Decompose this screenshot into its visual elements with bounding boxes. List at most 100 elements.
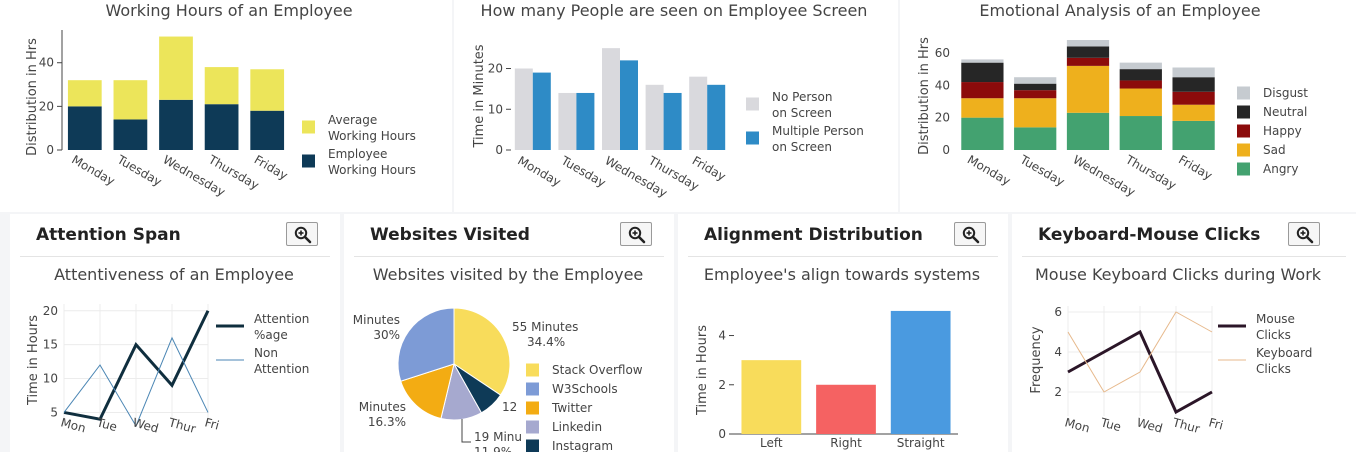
bar	[113, 119, 148, 150]
y-tick-label: 0	[46, 143, 54, 157]
card-title: Alignment Distribution	[704, 225, 923, 245]
y-tick-label: 0	[718, 427, 726, 441]
legend-label: W3Schools	[552, 382, 618, 396]
pie-label: 30%	[373, 328, 400, 342]
x-tick-label: Fri	[1207, 415, 1224, 432]
x-tick-label: Monday	[69, 152, 117, 188]
legend-label: Non	[254, 346, 278, 360]
chart-title: Attentiveness of an Employee	[54, 265, 294, 284]
x-tick-label: Right	[830, 436, 862, 450]
pie-label: 11.9%	[474, 445, 512, 452]
zoom-in-icon	[1296, 226, 1314, 244]
legend-swatch	[526, 439, 539, 452]
y-tick-label: 6	[1054, 305, 1062, 319]
bar	[961, 117, 1004, 150]
bar	[1172, 91, 1215, 105]
y-tick-label: 20	[43, 304, 58, 318]
legend-label: Clicks	[1256, 362, 1291, 376]
bar	[204, 104, 239, 150]
x-tick-label: Wed	[1135, 415, 1164, 435]
bar	[1066, 65, 1110, 113]
zoom-in-icon	[628, 226, 646, 244]
pie-slice	[400, 363, 455, 420]
legend-label: Multiple Person	[772, 124, 864, 138]
x-tick-label: Monday	[965, 152, 1013, 188]
legend-swatch	[1237, 105, 1250, 119]
bar	[67, 106, 102, 150]
legend-label: Disgust	[1263, 86, 1308, 100]
legend-label: No Person	[772, 90, 832, 104]
x-tick-label: Thur	[1170, 415, 1201, 436]
attention-span-chart: Attentiveness of an Employee Time in Hour…	[26, 265, 309, 436]
y-axis-label: Frequency	[1029, 326, 1044, 393]
x-tick-label: Monday	[515, 153, 563, 189]
bar	[1014, 90, 1057, 99]
zoom-button[interactable]	[620, 222, 652, 246]
x-tick-label: Wed	[131, 415, 160, 435]
keyboard-mouse-chart: Mouse Keyboard Clicks during Work Frequen…	[1029, 265, 1322, 436]
bar	[816, 384, 876, 434]
legend-label: Keyboard	[1256, 346, 1312, 360]
people-on-screen-chart: How many People are seen on Employee Scr…	[472, 1, 867, 200]
bar	[620, 60, 638, 150]
working-hours-chart: Working Hours of an Employee Distribution…	[25, 1, 416, 199]
y-axis-label: Distribution in Hrs	[917, 37, 932, 155]
legend-label: Average	[328, 113, 377, 127]
legend-swatch	[1237, 143, 1250, 157]
bar	[961, 62, 1004, 83]
y-tick-label: 5	[50, 405, 58, 419]
x-tick-label: Straight	[897, 436, 945, 450]
chart-title: Emotional Analysis of an Employee	[979, 1, 1260, 20]
bar	[113, 80, 148, 120]
card-header: Alignment Distribution	[688, 214, 998, 257]
legend-swatch	[1237, 86, 1250, 100]
bar	[1014, 127, 1057, 150]
emotional-analysis-chart: Emotional Analysis of an Employee Distrib…	[917, 1, 1308, 199]
x-tick-label: Tue	[1098, 415, 1122, 434]
zoom-button[interactable]	[954, 222, 986, 246]
bar	[1172, 120, 1215, 150]
legend-label: Sad	[1263, 143, 1286, 157]
legend-label: Working Hours	[328, 129, 416, 143]
bar	[1119, 88, 1162, 117]
alignment-distribution-chart: Employee's align towards systems Time in …	[695, 265, 980, 450]
legend-swatch	[526, 382, 539, 396]
y-axis-label: Time in Minutes	[472, 44, 487, 148]
bar	[532, 72, 551, 150]
y-tick-label: 4	[1054, 345, 1062, 359]
bar	[1119, 62, 1162, 70]
card-header: Websites Visited	[354, 214, 664, 257]
legend-swatch	[526, 401, 539, 415]
legend-label: Instagram	[552, 439, 613, 452]
websites-visited-card: Websites Visited Websites visited by the…	[344, 214, 674, 452]
y-tick-label: 2	[1054, 385, 1062, 399]
y-tick-label: 10	[488, 102, 503, 116]
pie-label: 16.3%	[368, 415, 406, 429]
legend-label: %age	[254, 328, 288, 342]
y-tick-label: 4	[718, 329, 726, 343]
card-header: Keyboard-Mouse Clicks	[1022, 214, 1346, 257]
card-title: Websites Visited	[370, 225, 530, 245]
bar	[663, 92, 682, 150]
legend-swatch	[746, 131, 759, 145]
legend-label: Employee	[328, 147, 387, 161]
y-tick-label: 20	[935, 111, 950, 125]
legend-label: Attention	[254, 312, 309, 326]
zoom-button[interactable]	[1288, 222, 1320, 246]
bar	[514, 68, 533, 150]
bar	[204, 67, 239, 105]
bar	[890, 310, 951, 434]
keyboard-mouse-card: Keyboard-Mouse Clicks Mouse Keyboard Cli…	[1012, 214, 1356, 452]
bar	[576, 92, 595, 150]
bar	[1172, 104, 1215, 121]
series-line	[1067, 329, 1213, 415]
legend-label: Neutral	[1263, 105, 1307, 119]
x-tick-label: Tue	[94, 415, 118, 434]
legend-label: on Screen	[772, 140, 832, 154]
legend-swatch	[302, 154, 315, 168]
legend-label: Attention	[254, 362, 309, 376]
legend-swatch	[302, 120, 315, 134]
series-line	[63, 310, 210, 421]
bar	[1172, 67, 1215, 78]
zoom-button[interactable]	[286, 222, 318, 246]
